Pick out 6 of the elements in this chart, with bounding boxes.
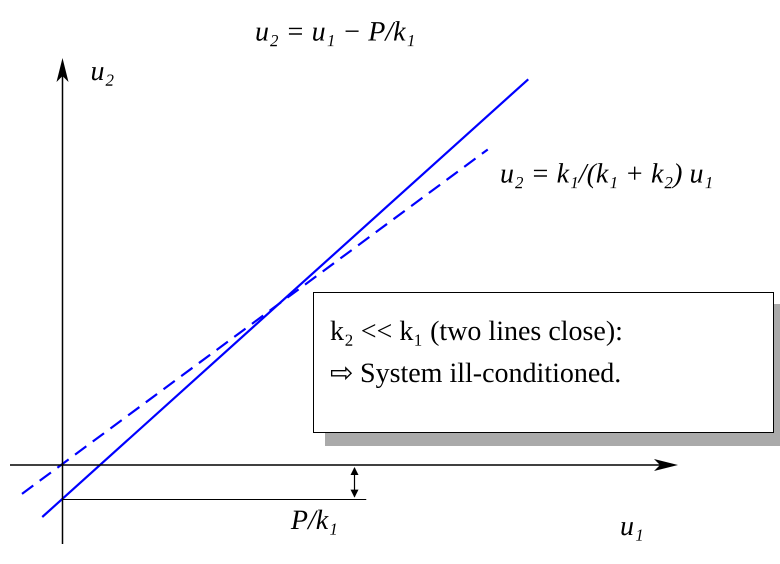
x-axis-title: u₁ [620,510,644,542]
annotation: k₂ << k₁ (two lines close): ⇨ System ill-conditioned. [330,316,623,389]
ref-line-label: P/k₁ [290,505,338,536]
y-axis-title: u₂ [90,56,114,87]
text: u₂ = u₁ − P/k₁ [255,16,416,48]
annotation: u₂ = k₁/(k₁ + k₂) u₁ [500,158,714,190]
